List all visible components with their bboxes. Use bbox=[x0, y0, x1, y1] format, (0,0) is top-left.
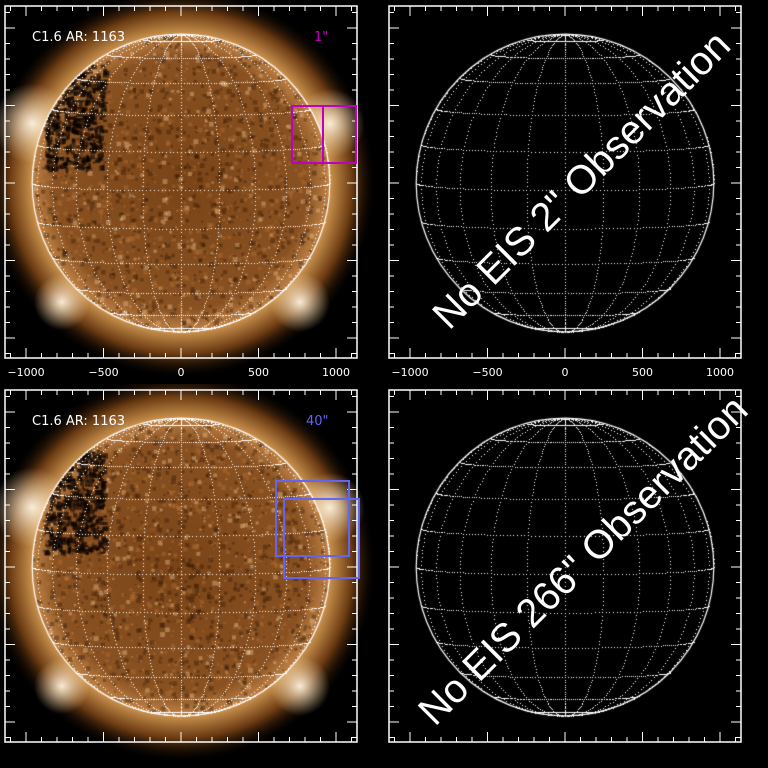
eis-fov-box bbox=[290, 104, 324, 165]
plot-axes bbox=[4, 389, 360, 743]
eis-panel-top: −1000−5000500100010005000−500−1000 No EI… bbox=[384, 0, 768, 384]
sun-image bbox=[0, 384, 384, 768]
x-tick-label: 500 bbox=[632, 366, 653, 379]
x-tick-label: 1000 bbox=[706, 366, 734, 379]
solar-grid bbox=[384, 0, 768, 384]
x-tick-label: 500 bbox=[248, 366, 269, 379]
x-tick-label: 1000 bbox=[322, 366, 350, 379]
flare-label: C1.6 AR: 1163 bbox=[32, 30, 126, 45]
eis-fov-box bbox=[275, 479, 351, 557]
x-tick-label: 0 bbox=[562, 366, 569, 379]
plot-frame bbox=[4, 389, 358, 743]
eis-panel-bottom: 10005000−500−1000 No EIS 266" Observatio… bbox=[384, 384, 768, 768]
fov-label: 1" bbox=[314, 30, 329, 45]
aia-panel-top: −1000 −500 0 500 1000 C1.6 AR: 1163 1" bbox=[0, 0, 384, 384]
x-tick-label: −500 bbox=[472, 366, 502, 379]
plot-frame bbox=[4, 5, 358, 359]
eis-fov-box bbox=[321, 104, 357, 165]
plot-axes: 10005000−500−1000 bbox=[388, 389, 742, 743]
aia-panel-bottom: C1.6 AR: 1163 40" bbox=[0, 384, 384, 768]
plot-axes: −1000−5000500100010005000−500−1000 bbox=[388, 5, 742, 379]
x-tick-label: −500 bbox=[88, 366, 118, 379]
x-tick-label: −1000 bbox=[391, 366, 428, 379]
sun-image bbox=[0, 0, 384, 384]
fov-label: 40" bbox=[306, 414, 329, 429]
eis-fov-box bbox=[283, 497, 360, 580]
x-tick-label: 0 bbox=[178, 366, 185, 379]
x-tick-label: −1000 bbox=[7, 366, 44, 379]
plot-axes: −1000 −500 0 500 1000 bbox=[4, 5, 358, 379]
solar-grid bbox=[384, 384, 768, 768]
flare-label: C1.6 AR: 1163 bbox=[32, 414, 126, 429]
